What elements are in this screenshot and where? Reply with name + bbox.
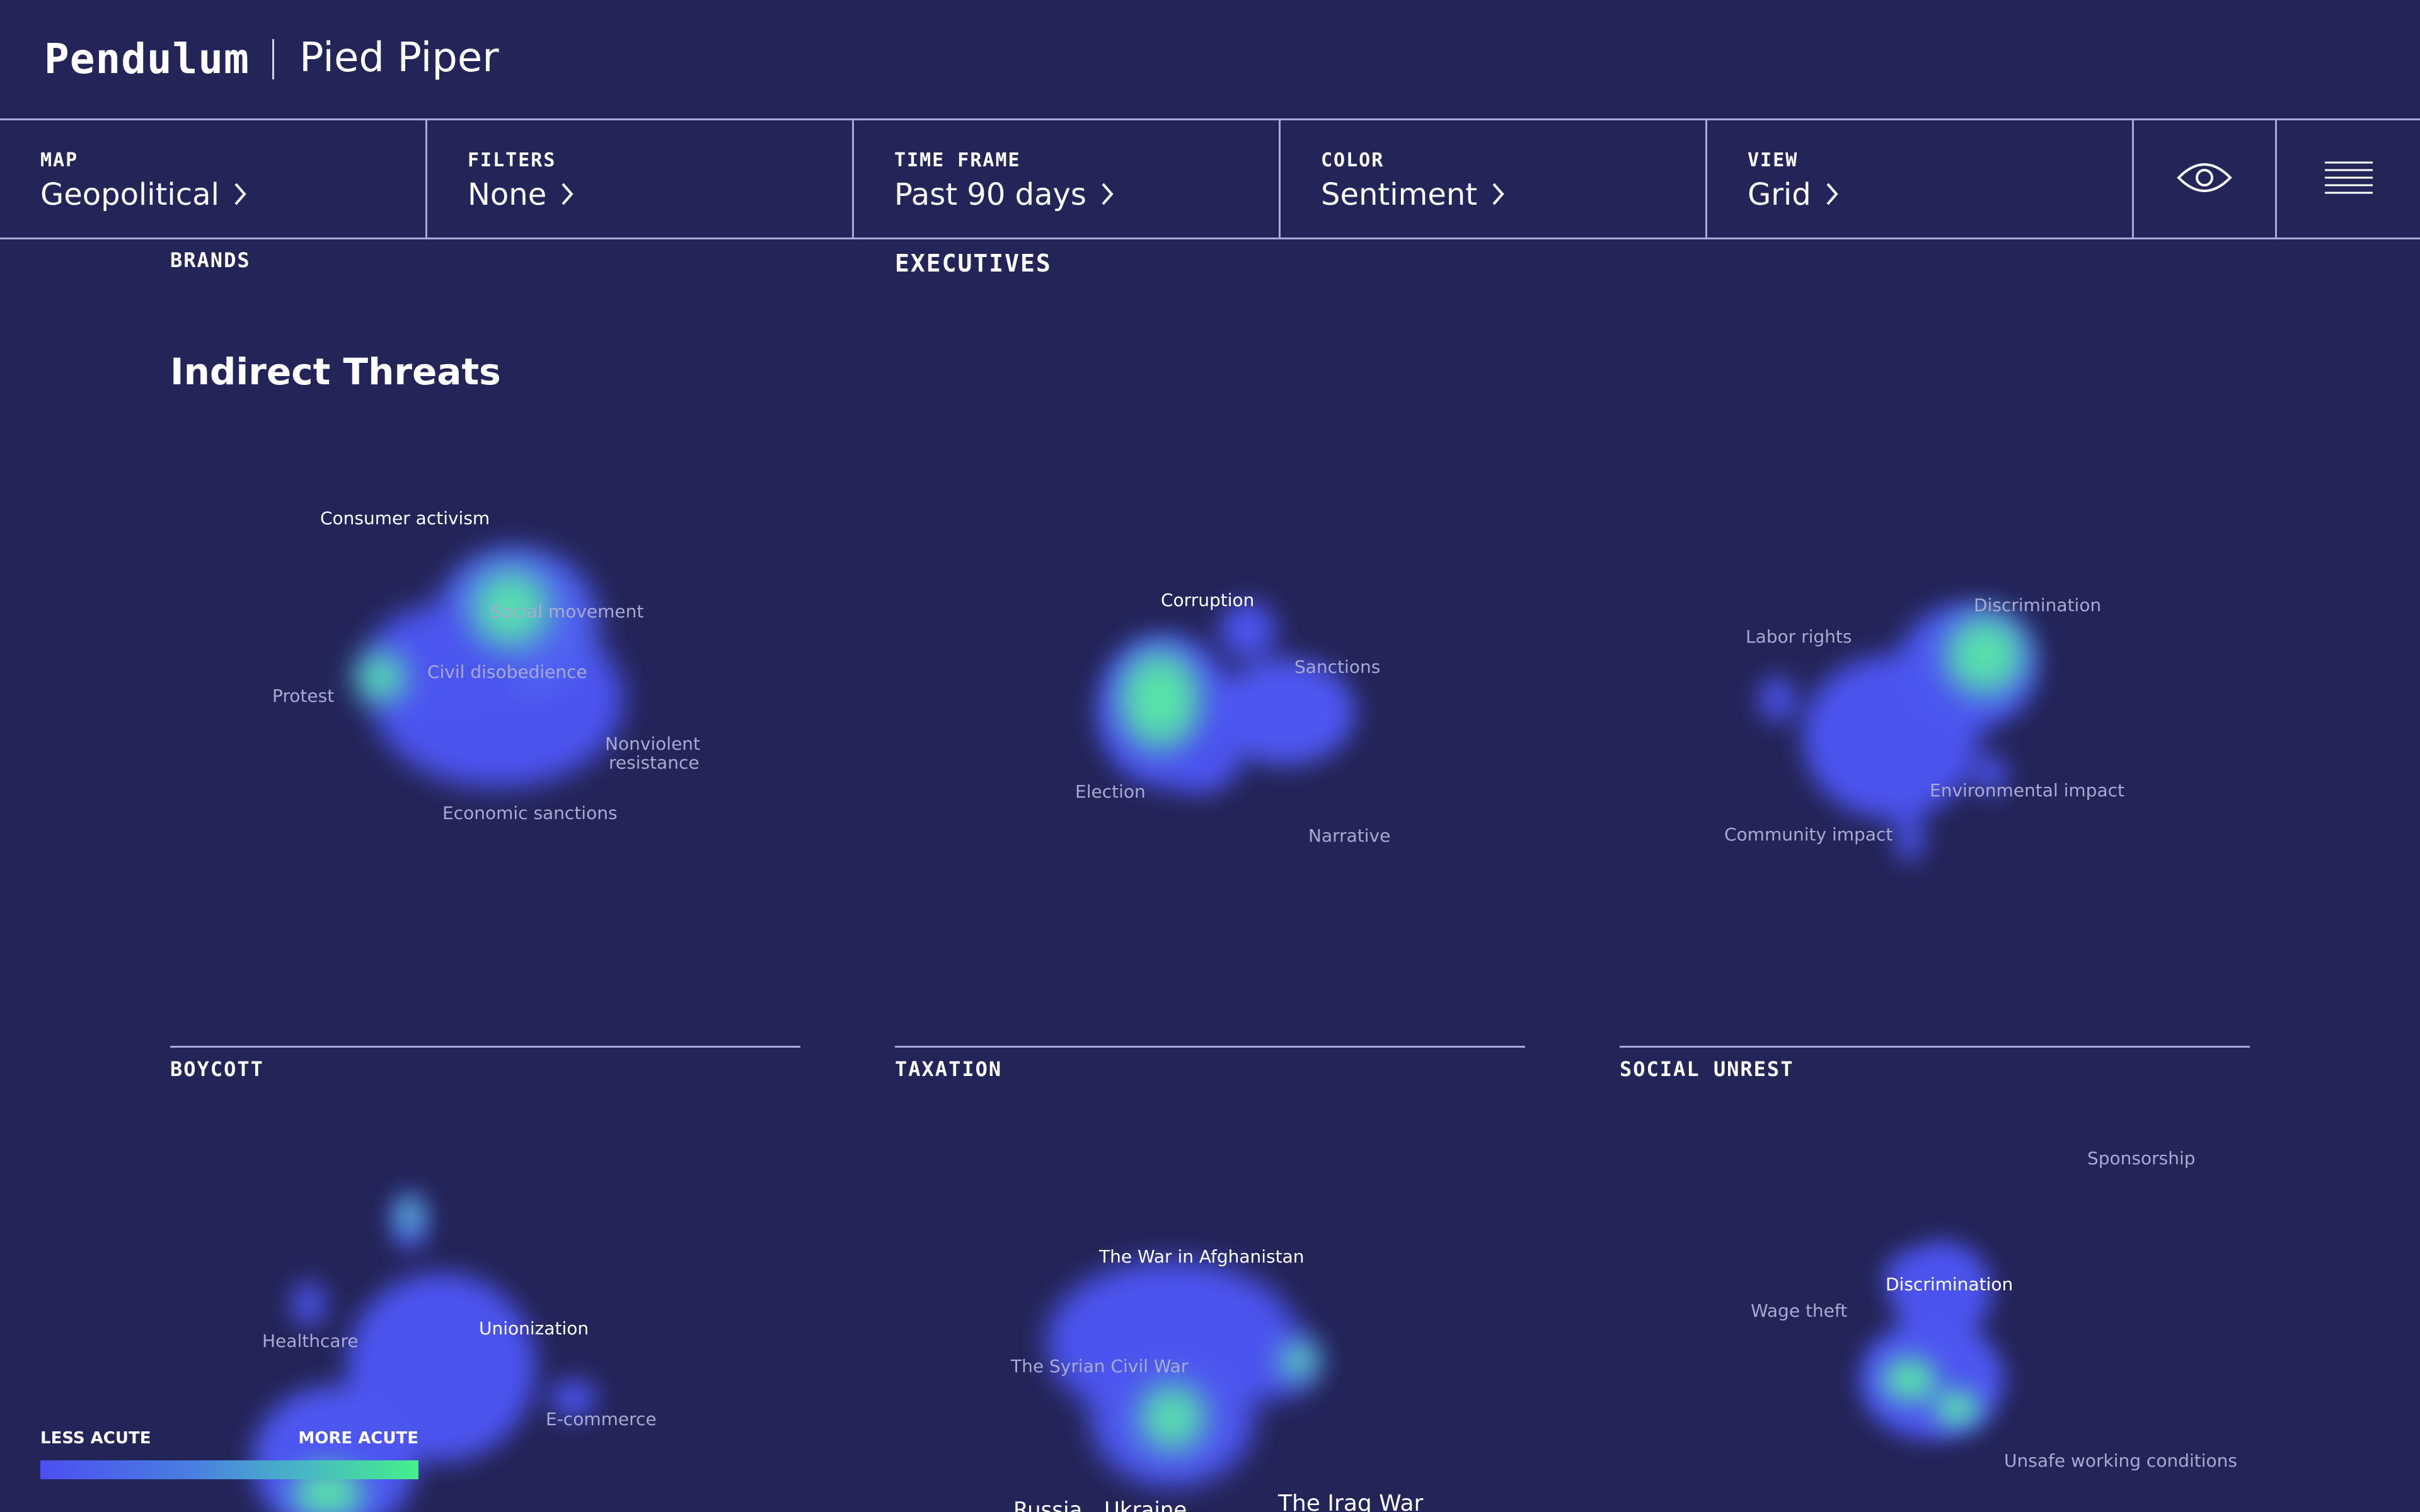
filters-label: FILTERS: [468, 149, 556, 171]
topic-node[interactable]: Ukraine: [1104, 1498, 1187, 1512]
topic-node[interactable]: Labor rights: [1746, 626, 1852, 647]
color-value: Sentiment: [1321, 177, 1478, 212]
topic-node[interactable]: Election: [1075, 781, 1146, 802]
acuteness-legend: LESS ACUTE MORE ACUTE: [40, 1429, 418, 1486]
executives-section-label[interactable]: EXECUTIVES: [895, 249, 1052, 277]
topic-node[interactable]: Economic sanctions: [442, 803, 618, 823]
time-frame-label: TIME FRAME: [894, 149, 1021, 171]
topic-cluster: [1097, 602, 1355, 794]
filters-value: None: [468, 177, 547, 212]
brand-separator: [272, 39, 274, 79]
topic-node[interactable]: Environmental impact: [1930, 780, 2124, 801]
brands-section-label[interactable]: BRANDS: [170, 248, 251, 272]
topic-node[interactable]: Consumer activism: [320, 508, 490, 529]
legend-gradient-bar: [40, 1460, 418, 1479]
divider: [170, 1046, 800, 1048]
topic-panel[interactable]: SOCIAL UNREST Sponsorship Discrimination…: [1576, 1008, 2420, 1512]
menu-icon: [2324, 159, 2374, 199]
legend-less-label: LESS ACUTE: [40, 1429, 151, 1448]
chevron-right-icon: [1825, 179, 1839, 214]
toolbar: MAP Geopolitical FILTERS None TIME FRAME…: [0, 118, 2420, 239]
topic-cluster: [1046, 1260, 1323, 1487]
topic-node[interactable]: The Syrian Civil War: [1011, 1356, 1189, 1377]
topic-node[interactable]: The War in Afghanistan: [1099, 1246, 1305, 1267]
topic-cluster: [1859, 1241, 2004, 1440]
chevron-right-icon: [233, 179, 247, 214]
topic-cluster: [347, 548, 624, 788]
map-value: Geopolitical: [40, 177, 219, 212]
view-selector[interactable]: VIEW Grid: [1707, 120, 2134, 238]
map-label: MAP: [40, 149, 79, 171]
map-selector[interactable]: MAP Geopolitical: [0, 120, 427, 238]
topic-panel[interactable]: TAXATION The War in Afghanistan The Syri…: [819, 1008, 1576, 1512]
menu-button[interactable]: [2277, 120, 2420, 238]
topic-node[interactable]: E-commerce: [546, 1409, 657, 1429]
topic-node[interactable]: Discrimination: [1886, 1274, 2014, 1295]
topic-cluster: [1760, 598, 2042, 862]
topic-node[interactable]: Unionization: [479, 1318, 589, 1339]
divider: [895, 1046, 1525, 1048]
view-label: VIEW: [1748, 149, 1799, 171]
topic-node[interactable]: Sanctions: [1294, 656, 1381, 677]
client-name: Pied Piper: [299, 35, 499, 81]
topic-node[interactable]: Community impact: [1724, 824, 1893, 845]
visibility-toggle[interactable]: [2134, 120, 2277, 238]
topic-node[interactable]: Corruption: [1161, 590, 1255, 610]
topic-node[interactable]: The Iraq War: [1278, 1491, 1424, 1512]
chevron-right-icon: [1491, 179, 1505, 214]
legend-more-label: MORE ACUTE: [298, 1429, 418, 1448]
topic-node[interactable]: Nonviolent: [605, 733, 701, 754]
chevron-right-icon: [1100, 179, 1114, 214]
topic-panel[interactable]: Corruption Sanctions Election Narrative: [819, 0, 1576, 1008]
topic-panel[interactable]: Discrimination Labor rights Environmenta…: [1576, 0, 2420, 1008]
view-value: Grid: [1748, 177, 1811, 212]
topic-node[interactable]: Healthcare: [262, 1331, 359, 1351]
brand-name[interactable]: Pendulum: [44, 35, 250, 83]
topic-node[interactable]: Social movement: [490, 601, 644, 622]
panel-title: TAXATION: [895, 1057, 1003, 1081]
topic-node[interactable]: Protest: [272, 685, 335, 706]
panel-title: SOCIAL UNREST: [1620, 1057, 1794, 1081]
topic-node[interactable]: Sponsorship: [2087, 1148, 2196, 1169]
eye-icon: [2176, 159, 2233, 199]
topic-node[interactable]: Russia: [1013, 1498, 1083, 1512]
chevron-right-icon: [560, 179, 574, 214]
time-frame-selector[interactable]: TIME FRAME Past 90 days: [854, 120, 1281, 238]
time-frame-value: Past 90 days: [894, 177, 1086, 212]
topic-node[interactable]: Discrimination: [1974, 595, 2102, 616]
topic-node[interactable]: Unsafe working conditions: [2004, 1450, 2237, 1471]
app-header: Pendulum Pied Piper: [0, 0, 2420, 120]
color-selector[interactable]: COLOR Sentiment: [1281, 120, 1707, 238]
filters-selector[interactable]: FILTERS None: [427, 120, 854, 238]
topic-node[interactable]: Narrative: [1308, 825, 1391, 846]
topic-node[interactable]: Wage theft: [1751, 1300, 1848, 1321]
topic-panel[interactable]: Consumer activism Social movement Civil …: [0, 0, 819, 1008]
topic-node[interactable]: Civil disobedience: [427, 662, 587, 682]
panel-title: BOYCOTT: [170, 1057, 264, 1081]
topic-node[interactable]: resistance: [609, 752, 700, 773]
divider: [1620, 1046, 2250, 1048]
section-title: Indirect Threats: [170, 350, 501, 393]
color-label: COLOR: [1321, 149, 1385, 171]
